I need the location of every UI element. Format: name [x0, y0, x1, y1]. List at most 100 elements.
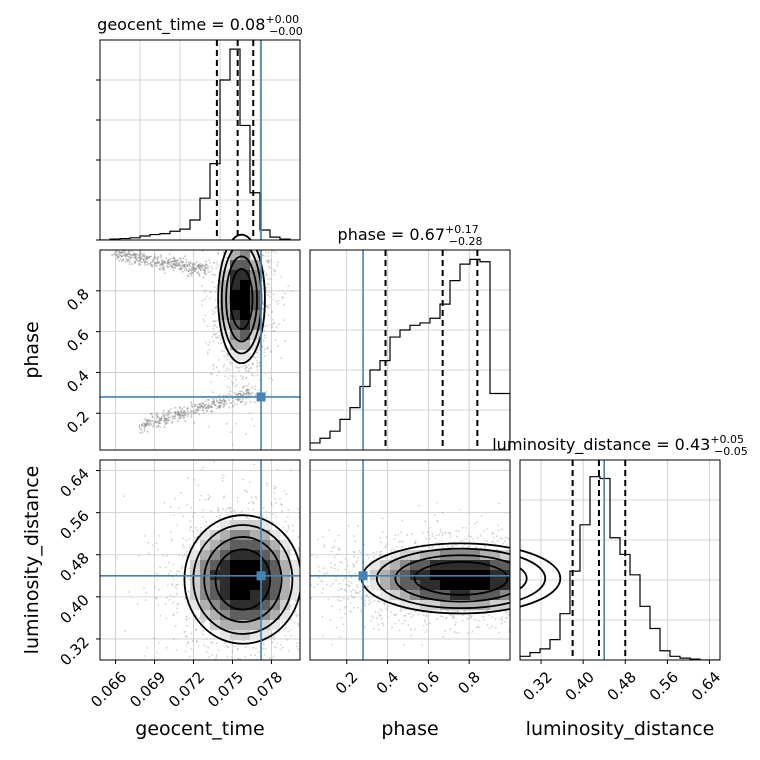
sample-point — [221, 399, 224, 402]
sample-point — [155, 262, 158, 265]
sample-point — [246, 491, 249, 493]
sample-point — [273, 330, 276, 333]
sample-point — [285, 639, 288, 641]
hist-geocent_time-frame — [99, 39, 301, 241]
sample-point — [159, 264, 162, 267]
sample-point — [367, 596, 370, 599]
sample-point — [216, 374, 218, 377]
sample-point — [438, 533, 441, 536]
sample-point — [271, 636, 273, 639]
sample-point — [283, 303, 285, 306]
sample-point — [222, 365, 225, 368]
sample-point — [181, 270, 184, 273]
sample-point — [225, 422, 228, 425]
sample-point — [363, 602, 366, 605]
sample-point — [400, 540, 402, 543]
hist-phase-title: phase = 0.67+0.17 −0.28 — [338, 223, 483, 248]
density-cell — [260, 560, 271, 571]
sample-point — [165, 646, 168, 649]
sample-point — [152, 425, 155, 428]
sample-point — [222, 251, 225, 254]
sample-point — [176, 413, 179, 416]
sample-point — [180, 567, 183, 570]
sample-point — [273, 645, 275, 648]
sample-point — [190, 648, 193, 650]
density-cell — [250, 540, 261, 551]
sample-point — [155, 426, 158, 429]
sample-point — [242, 393, 245, 395]
sample-point — [255, 647, 257, 650]
sample-point — [414, 541, 417, 544]
sample-point — [287, 526, 290, 528]
sample-point — [218, 329, 221, 332]
sample-point — [217, 252, 219, 255]
panel-geocent_time-phase-contour — [229, 268, 254, 330]
sample-point — [245, 364, 247, 367]
sample-point — [451, 546, 454, 548]
sample-point — [267, 259, 270, 262]
sample-point — [174, 625, 177, 628]
sample-point — [163, 501, 166, 504]
sample-point — [271, 656, 274, 659]
sample-point — [213, 403, 216, 406]
sample-point — [251, 374, 253, 377]
sample-point — [425, 614, 428, 617]
sample-point — [201, 266, 204, 269]
sample-point — [146, 430, 149, 433]
sample-point — [162, 411, 165, 414]
sample-point — [207, 497, 210, 500]
sample-point — [182, 515, 185, 518]
density-cell — [390, 560, 401, 571]
sample-point — [236, 393, 238, 396]
sample-point — [336, 553, 339, 556]
sample-point — [267, 261, 269, 264]
sample-point — [461, 526, 464, 529]
density-cell — [240, 290, 251, 301]
sample-point — [325, 573, 328, 575]
sample-point — [295, 613, 297, 616]
sample-point — [176, 611, 179, 614]
sample-point — [215, 400, 218, 403]
sample-point — [505, 617, 507, 620]
density-cell — [240, 310, 251, 321]
sample-point — [386, 608, 389, 611]
sample-point — [273, 321, 276, 324]
sample-point — [382, 624, 385, 627]
sample-point — [191, 265, 194, 268]
sample-point — [329, 618, 331, 621]
sample-point — [441, 534, 444, 537]
sample-point — [264, 653, 266, 656]
sample-point — [172, 266, 175, 269]
sample-point — [165, 257, 168, 260]
sample-point — [252, 502, 255, 505]
panel-phase-luminosity_distance-contour — [413, 561, 509, 596]
sample-point — [196, 541, 199, 544]
sample-point — [371, 615, 374, 617]
sample-point — [256, 361, 259, 364]
sample-point — [183, 546, 185, 549]
sample-point — [216, 265, 219, 268]
sample-point — [223, 363, 226, 366]
sample-point — [373, 627, 375, 630]
sample-point — [320, 579, 323, 582]
sample-point — [344, 577, 346, 579]
sample-point — [146, 263, 149, 266]
sample-point — [380, 614, 382, 617]
sample-point — [322, 587, 324, 590]
sample-point — [268, 324, 271, 326]
sample-point — [190, 403, 193, 405]
sample-point — [473, 618, 476, 621]
sample-point — [279, 498, 281, 500]
sample-point — [241, 390, 243, 393]
sample-point — [186, 624, 189, 627]
panel-geocent_time-phase-truth-marker — [256, 392, 266, 402]
sample-point — [150, 412, 152, 415]
sample-point — [216, 526, 219, 528]
sample-point — [242, 478, 244, 481]
sample-point — [185, 645, 188, 647]
sample-point — [175, 649, 178, 651]
sample-point — [144, 535, 146, 537]
sample-point — [297, 508, 300, 511]
sample-point — [218, 398, 221, 401]
sample-point — [230, 510, 233, 513]
